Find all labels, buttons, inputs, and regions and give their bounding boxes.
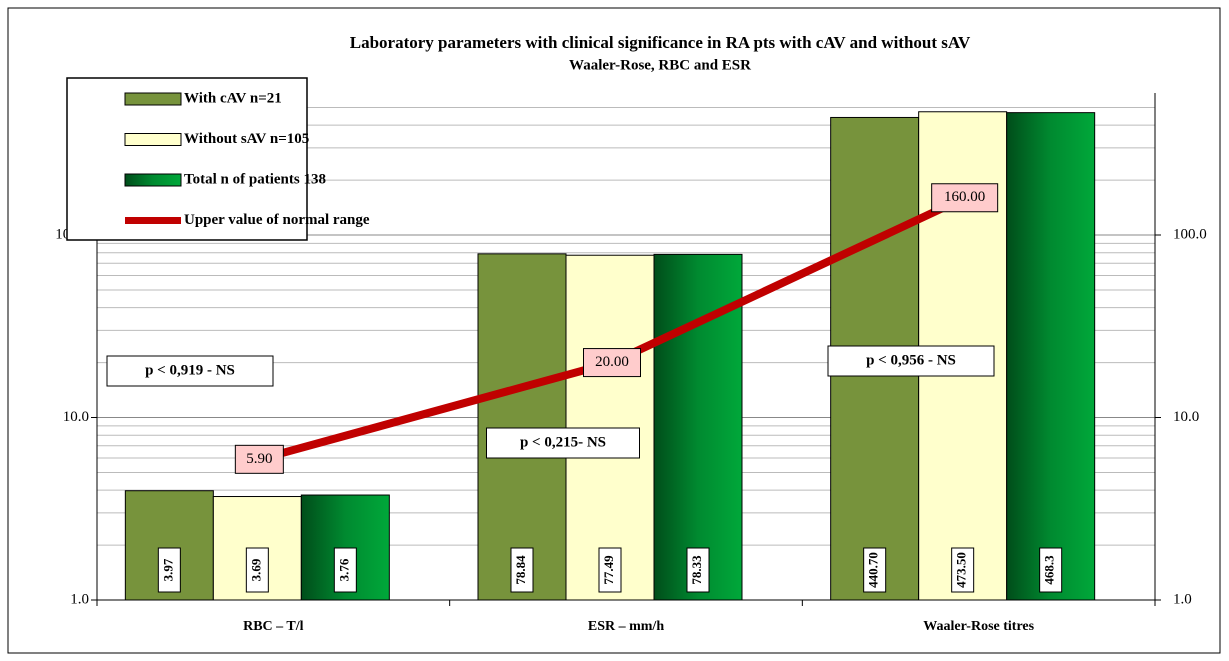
- x-tick-label: ESR – mm/h: [588, 619, 664, 634]
- value-label-box: [931, 183, 999, 213]
- value-label-box: [234, 444, 284, 474]
- value-label-box: [583, 348, 641, 378]
- y2-tick-label: 10.0: [1173, 409, 1199, 425]
- value-label: 77.49: [601, 555, 616, 585]
- legend-label: Total n of patients 138: [184, 171, 326, 187]
- value-label: 3.69: [248, 558, 263, 581]
- chart-title: Laboratory parameters with clinical sign…: [350, 33, 971, 52]
- value-label-box: [686, 547, 710, 593]
- x-tick-label: Waaler-Rose titres: [923, 619, 1034, 634]
- value-label: 3.97: [160, 558, 175, 581]
- value-label-box: [245, 547, 269, 593]
- legend-swatch: [124, 173, 182, 187]
- value-label: 473.50: [954, 552, 969, 588]
- annotation: p < 0,919 - NS: [145, 362, 235, 378]
- value-label: 440.70: [866, 552, 881, 588]
- annotation: p < 0,956 - NS: [866, 352, 956, 368]
- legend-label: Without sAV n=105: [184, 131, 309, 147]
- y-tick-label: 1.0: [70, 591, 89, 607]
- value-label-box: [333, 547, 357, 593]
- annotation-box: [827, 345, 995, 377]
- legend-label: With cAV n=21: [184, 90, 282, 106]
- value-label-box: [510, 547, 534, 593]
- legend-box: [66, 77, 308, 241]
- value-label: 160.00: [944, 189, 985, 205]
- value-label-box: [951, 547, 975, 593]
- annotation: p < 0,215- NS: [520, 434, 606, 450]
- value-label-box: [157, 547, 181, 593]
- annotation-box: [486, 427, 640, 459]
- value-label-box: [598, 547, 622, 593]
- y2-tick-label: 1.0: [1173, 591, 1192, 607]
- chart-subtitle: Waaler-Rose, RBC and ESR: [569, 57, 751, 73]
- x-tick-label: RBC – T/l: [243, 619, 304, 634]
- y2-tick-label: 100.0: [1173, 226, 1207, 242]
- y-tick-label: 10.0: [63, 409, 89, 425]
- bar: [1006, 112, 1096, 601]
- value-label: 3.76: [336, 558, 351, 581]
- annotation-box: [106, 355, 274, 387]
- bar: [477, 253, 567, 601]
- value-label: 5.90: [246, 451, 272, 467]
- legend-label: Upper value of normal range: [184, 212, 370, 228]
- value-label: 20.00: [595, 354, 629, 370]
- value-label: 78.33: [689, 555, 704, 585]
- value-label-box: [863, 547, 887, 593]
- legend-swatch: [124, 92, 182, 106]
- legend-swatch: [124, 133, 182, 146]
- value-label: 468.3: [1042, 555, 1057, 585]
- value-label: 78.84: [513, 555, 528, 585]
- value-label-box: [1039, 547, 1063, 593]
